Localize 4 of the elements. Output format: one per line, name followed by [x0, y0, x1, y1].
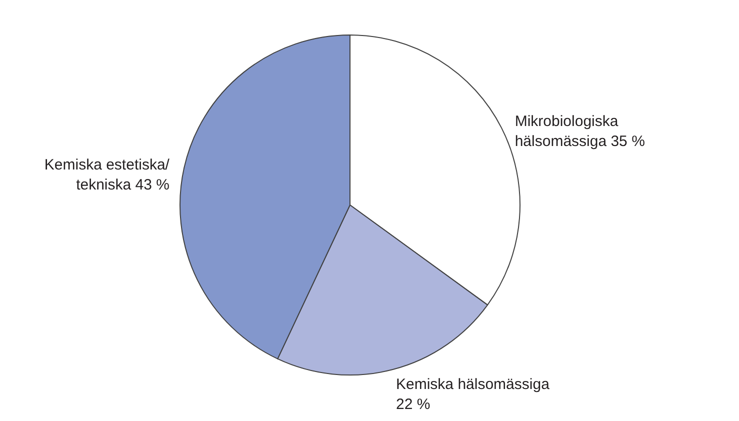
slice-label: Kemiska estetiska/tekniska 43 % — [44, 156, 170, 194]
slice-label: Mikrobiologiska hälsomässiga 35 % — [514, 113, 645, 150]
slice-label: Kemiska hälsomässiga — [396, 376, 550, 394]
data-label: 22 % — [396, 396, 430, 414]
